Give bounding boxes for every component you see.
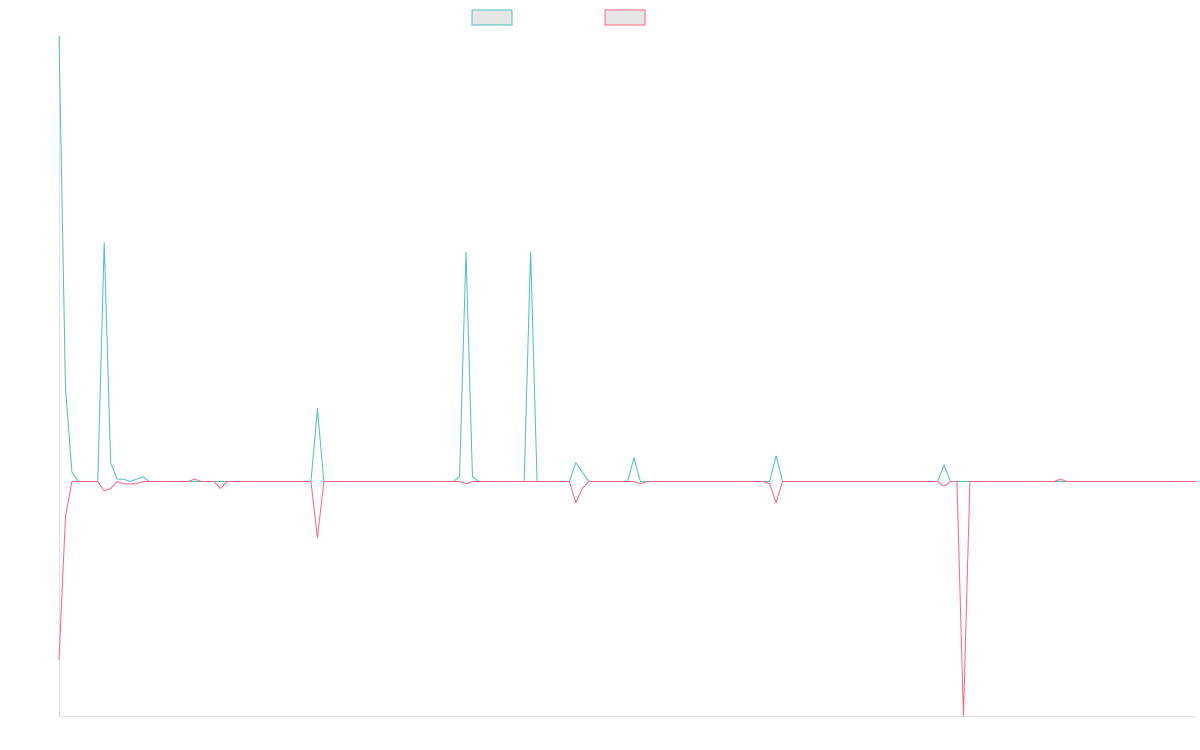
plot-area bbox=[58, 35, 1196, 717]
series-line-2 bbox=[58, 478, 1196, 717]
legend-swatch-series-1[interactable] bbox=[471, 9, 513, 26]
legend-swatch-series-2[interactable] bbox=[604, 9, 646, 26]
series-layer bbox=[58, 35, 1196, 717]
series-line-1 bbox=[58, 35, 1196, 483]
legend bbox=[471, 9, 646, 26]
